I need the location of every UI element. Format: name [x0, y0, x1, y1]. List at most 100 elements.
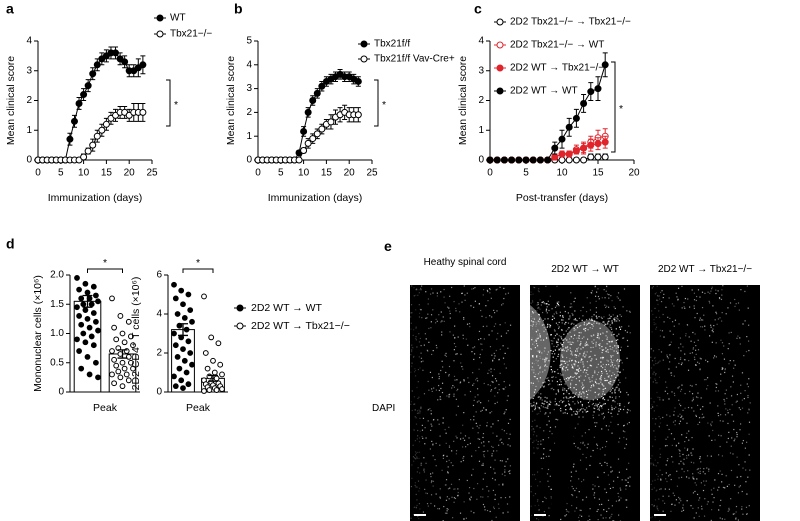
speckle — [463, 412, 464, 413]
speckle — [554, 443, 555, 444]
speckle — [413, 329, 414, 330]
speckle — [428, 381, 429, 382]
speckle — [437, 399, 438, 400]
data-point — [110, 349, 115, 354]
speckle — [455, 308, 456, 309]
speckle — [413, 445, 414, 446]
speckle — [718, 318, 719, 319]
speckle — [497, 333, 498, 334]
speckle — [598, 519, 599, 520]
speckle — [728, 412, 729, 413]
speckle — [422, 430, 423, 431]
data-point — [602, 62, 608, 68]
data-point — [545, 157, 551, 163]
speckle — [419, 418, 420, 419]
speckle — [533, 453, 534, 454]
speckle — [443, 297, 444, 298]
speckle — [703, 417, 704, 418]
speckle — [563, 393, 564, 394]
speckle — [733, 421, 734, 422]
speckle — [464, 440, 465, 441]
speckle — [550, 476, 551, 477]
speckle — [615, 398, 616, 399]
speckle — [620, 360, 621, 361]
speckle — [453, 301, 454, 302]
speckle — [549, 515, 550, 516]
speckle — [731, 414, 732, 415]
speckle — [503, 512, 504, 513]
speckle — [575, 350, 576, 351]
speckle — [430, 327, 431, 328]
speckle — [736, 506, 737, 507]
lesion — [560, 320, 620, 400]
speckle — [727, 423, 728, 424]
speckle — [749, 470, 750, 471]
speckle — [709, 301, 710, 302]
speckle — [747, 477, 748, 478]
speckle — [681, 416, 682, 417]
speckle — [677, 486, 678, 487]
speckle — [737, 394, 738, 395]
speckle — [572, 314, 573, 315]
speckle — [453, 360, 454, 361]
speckle — [580, 310, 581, 311]
speckle — [590, 292, 591, 293]
speckle — [690, 505, 691, 506]
speckle — [539, 299, 540, 300]
speckle — [609, 383, 610, 384]
speckle — [683, 462, 684, 463]
speckle — [543, 430, 544, 431]
speckle — [549, 401, 550, 402]
speckle — [436, 443, 437, 444]
speckle — [577, 447, 578, 448]
speckle — [558, 373, 559, 374]
speckle — [591, 341, 592, 342]
speckle — [713, 497, 714, 498]
speckle — [598, 408, 599, 409]
data-point — [85, 290, 90, 295]
speckle — [536, 343, 537, 344]
speckle — [537, 414, 538, 415]
speckle — [665, 439, 666, 440]
speckle — [558, 354, 559, 355]
speckle — [611, 407, 612, 408]
y-axis-label: 2D2 CD4⁺ T cells (×10⁶) — [130, 277, 142, 391]
speckle — [597, 399, 598, 400]
speckle — [473, 307, 474, 308]
speckle — [542, 403, 543, 404]
speckle — [416, 499, 417, 500]
speckle — [454, 488, 455, 489]
data-point — [85, 83, 91, 89]
data-point — [85, 148, 91, 154]
speckle — [471, 511, 472, 512]
speckle — [607, 465, 608, 466]
speckle — [678, 416, 679, 417]
data-point — [114, 363, 119, 368]
speckle — [705, 379, 706, 380]
data-point — [314, 90, 320, 96]
speckle — [437, 321, 438, 322]
speckle — [558, 339, 559, 340]
speckle — [438, 385, 439, 386]
speckle — [586, 468, 587, 469]
speckle — [669, 416, 670, 417]
speckle — [508, 471, 509, 472]
speckle — [540, 393, 541, 394]
speckle — [587, 367, 588, 368]
speckle — [593, 417, 594, 418]
speckle — [415, 417, 416, 418]
speckle — [628, 394, 629, 395]
x-tick-label: 15 — [321, 168, 333, 179]
data-point — [181, 302, 186, 307]
y-tick-label: 1 — [478, 125, 484, 136]
speckle — [684, 353, 685, 354]
data-point — [328, 119, 334, 125]
speckle — [469, 498, 470, 499]
speckle — [650, 517, 651, 518]
speckle — [707, 455, 708, 456]
speckle — [601, 413, 602, 414]
speckle — [489, 315, 490, 316]
speckle — [559, 335, 560, 336]
speckle — [425, 479, 426, 480]
speckle — [703, 471, 704, 472]
